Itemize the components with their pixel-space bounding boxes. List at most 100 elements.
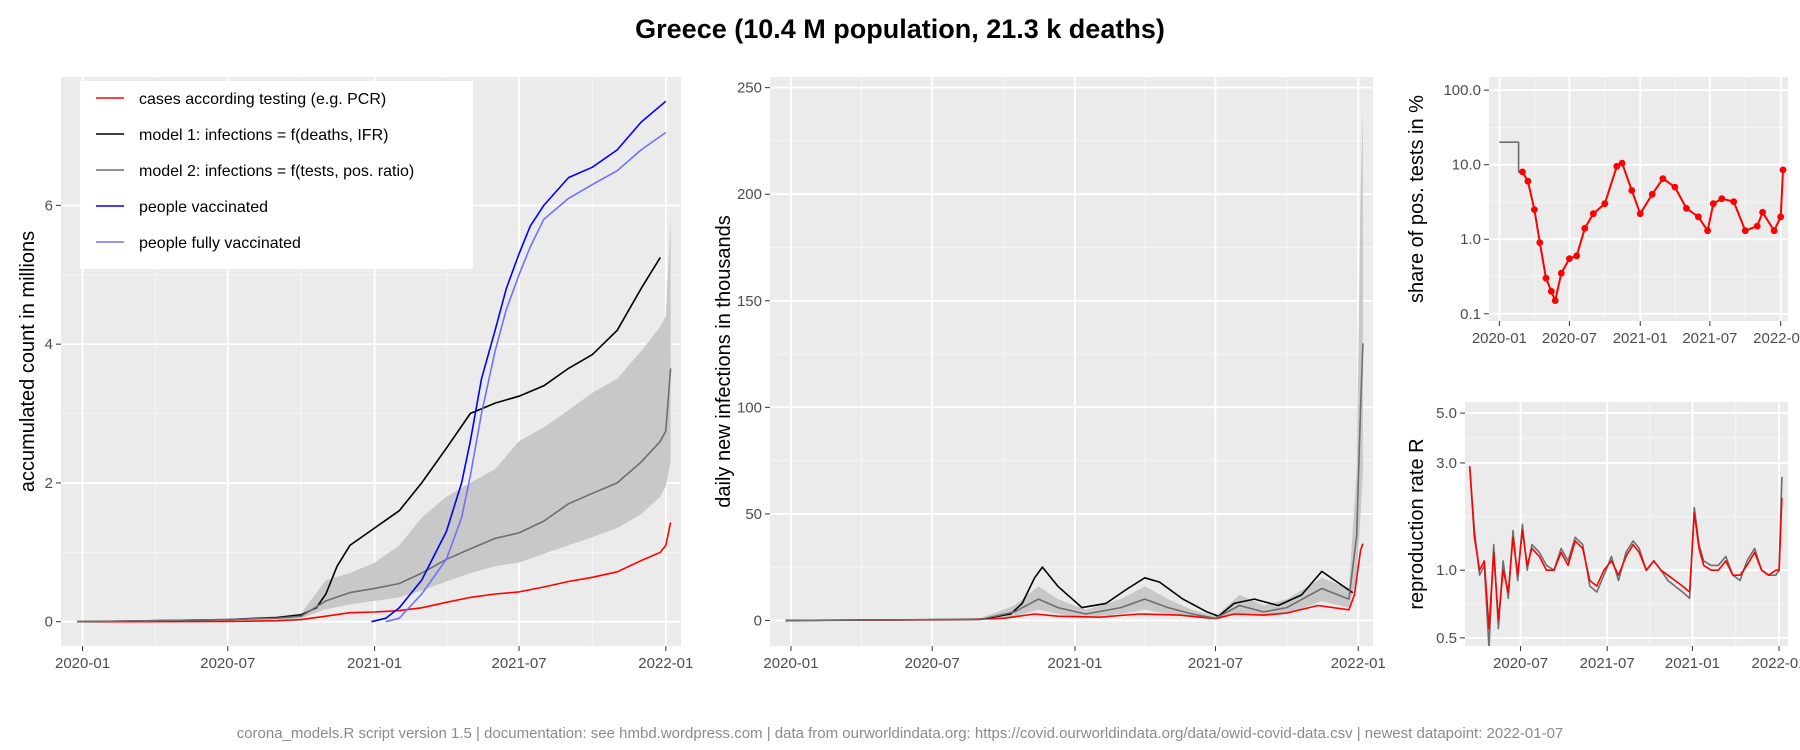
y-axis-label: share of pos. tests in % xyxy=(1406,95,1428,303)
y-tick-label: 200 xyxy=(737,186,762,203)
panel-reproduction: 0.5 1.0 3.0 5.0 2020-07 2021-01 2021-07 2022-01… xyxy=(1406,402,1800,672)
data-point xyxy=(1519,168,1526,176)
panel-background xyxy=(770,77,1373,646)
x-tick-label: 2022-01 xyxy=(1752,655,1800,672)
x-tick-label: 2020-07 xyxy=(905,655,960,672)
y-tick-label: 1.0 xyxy=(1436,562,1457,579)
x-tick-label: 2021-01 xyxy=(1665,655,1720,672)
data-point xyxy=(1718,195,1726,203)
chart-title: Greece (10.4 M population, 21.3 k deaths… xyxy=(635,14,1165,44)
x-tick-label: 2022-01 xyxy=(1331,655,1386,672)
data-point xyxy=(1741,227,1749,235)
panel-daily: 0 50 100 150 200 250 2020-01 2020-07 2021-01 2021… xyxy=(713,77,1386,672)
series-group xyxy=(1468,466,1783,646)
data-point xyxy=(1659,175,1667,183)
data-point xyxy=(1777,213,1785,221)
series-group xyxy=(76,100,672,623)
y-tick-label: 150 xyxy=(737,293,762,310)
y-axis-label: accumulated count in millions xyxy=(17,231,39,492)
data-point xyxy=(1770,227,1778,235)
y-tick-label: 2 xyxy=(45,475,53,492)
data-point xyxy=(1547,287,1555,295)
panel-background xyxy=(1489,77,1788,321)
data-point xyxy=(1709,200,1717,208)
series-line xyxy=(76,368,672,623)
x-tick-label: 2020-01 xyxy=(763,655,818,672)
y-tick-label: 100.0 xyxy=(1443,82,1481,99)
data-point xyxy=(1779,166,1787,174)
legend-box xyxy=(80,81,473,269)
x-tick-label: 2022-01 xyxy=(638,655,693,672)
data-point xyxy=(1618,159,1626,167)
x-tick-label: 2021-07 xyxy=(491,655,546,672)
x-tick-label: 2021-07 xyxy=(1188,655,1243,672)
y-tick-label: 250 xyxy=(737,80,762,97)
panel-background xyxy=(1465,402,1788,646)
data-point xyxy=(1551,297,1559,304)
data-point xyxy=(1628,187,1636,194)
y-tick-label: 100 xyxy=(737,399,762,416)
y-axis-label: reproduction rate R xyxy=(1406,438,1428,609)
x-tick-label: 2021-07 xyxy=(1682,330,1737,347)
series-group xyxy=(785,109,1364,622)
data-point xyxy=(1671,183,1679,191)
data-point xyxy=(1759,208,1766,216)
x-tick-label: 2022-01 xyxy=(1753,330,1800,347)
y-tick-label: 10.0 xyxy=(1452,157,1481,174)
x-tick-label: 2021-01 xyxy=(1613,330,1668,347)
x-tick-label: 2020-01 xyxy=(1472,330,1527,347)
series-line xyxy=(77,522,672,623)
x-tick-label: 2020-07 xyxy=(1542,330,1597,347)
confidence-band xyxy=(77,219,671,622)
legend-label: people vaccinated xyxy=(139,199,268,216)
legend-label: people fully vaccinated xyxy=(139,235,301,252)
data-point xyxy=(1704,227,1711,235)
x-tick-label: 2021-01 xyxy=(347,655,402,672)
panel-positive-share: 0.1 1.0 10.0 100.0 2020-01 2020-07 2021-01 2021… xyxy=(1406,77,1800,347)
data-point xyxy=(1694,213,1702,221)
data-point xyxy=(1524,177,1532,185)
data-point xyxy=(1730,198,1738,206)
y-tick-label: 3.0 xyxy=(1436,455,1457,472)
panel-accumulated: 0 2 4 6 2020-01 2020-07 2021-01 2021-07 2022-01 a… xyxy=(17,77,693,672)
data-point xyxy=(1648,190,1656,198)
y-tick-label: 1.0 xyxy=(1460,231,1481,248)
x-tick-label: 2021-01 xyxy=(1047,655,1102,672)
x-tick-label: 2020-07 xyxy=(1493,655,1548,672)
data-point xyxy=(1536,239,1544,247)
y-axis-label: daily new infections in thousands xyxy=(713,215,735,507)
data-point xyxy=(1557,269,1565,277)
data-point xyxy=(1613,162,1621,170)
x-tick-label: 2020-07 xyxy=(200,655,255,672)
data-point xyxy=(1531,206,1538,214)
series-line xyxy=(1468,466,1783,630)
y-tick-label: 0 xyxy=(45,614,53,631)
series-group xyxy=(1499,141,1787,304)
series-line xyxy=(76,256,661,623)
x-tick-label: 2020-01 xyxy=(55,655,110,672)
y-tick-label: 0.5 xyxy=(1436,630,1457,647)
y-tick-label: 50 xyxy=(745,506,762,523)
y-tick-label: 4 xyxy=(45,336,53,353)
data-point xyxy=(1542,274,1550,282)
data-point xyxy=(1753,222,1761,230)
data-point xyxy=(1581,224,1589,232)
data-point xyxy=(1589,210,1597,218)
legend-label: model 1: infections = f(deaths, IFR) xyxy=(139,127,388,144)
y-tick-label: 5.0 xyxy=(1436,405,1457,422)
y-tick-label: 0 xyxy=(754,612,762,629)
data-point xyxy=(1636,210,1644,218)
y-tick-label: 0.1 xyxy=(1460,306,1481,323)
footer-note: corona_models.R script version 1.5 | doc… xyxy=(236,725,1564,742)
legend-label: model 2: infections = f(tests, pos. rati… xyxy=(139,163,414,180)
series-line xyxy=(785,343,1364,622)
legend-label: cases according testing (e.g. PCR) xyxy=(139,91,386,108)
y-tick-label: 6 xyxy=(45,197,53,214)
data-point xyxy=(1573,252,1581,260)
x-tick-label: 2021-07 xyxy=(1580,655,1635,672)
series-line xyxy=(385,131,667,623)
data-point xyxy=(1566,255,1573,262)
series-line xyxy=(371,100,667,623)
data-point xyxy=(1601,200,1609,208)
